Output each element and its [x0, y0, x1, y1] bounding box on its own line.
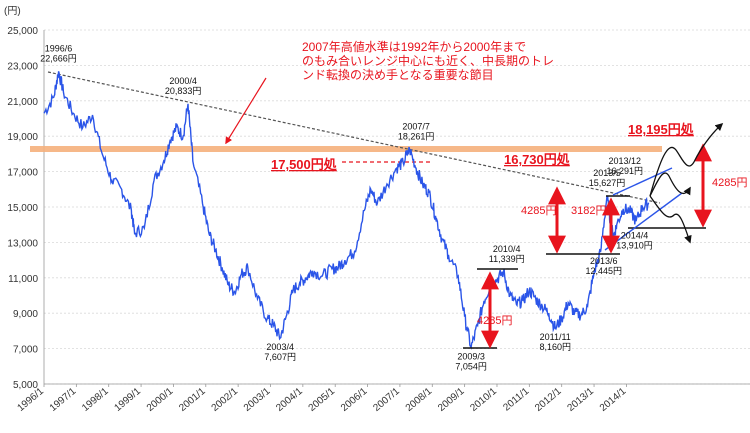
- x-tick-label: 2013/1: [565, 386, 596, 414]
- x-tick-label: 2002/1: [210, 386, 241, 414]
- annotation-label: 2013/612,445円: [585, 256, 622, 276]
- callout-arrow: [225, 77, 267, 145]
- level-label-16730: 16,730円処: [504, 152, 571, 167]
- callout-line-2: のもみ合いレンジ中心にも近く、中長期のトレ: [302, 53, 554, 68]
- channel-upper: [612, 167, 673, 196]
- annotation-date: 2011/11: [540, 332, 571, 342]
- price-series-line: [43, 71, 650, 350]
- annotation-label: 2007/718,261円: [398, 121, 435, 141]
- callout: 2007年高値水準は1992年から2000年まで のもみ合いレンジ中心にも近く、…: [225, 39, 554, 145]
- y-tick-label: 23,000: [7, 61, 38, 72]
- annotation-price: 7,054円: [455, 362, 487, 372]
- annotation-date: 2009/3: [457, 352, 485, 362]
- y-axis-unit: (円): [4, 6, 21, 17]
- annotation-price: 12,445円: [585, 266, 622, 276]
- x-tick-label: 2010/1: [468, 386, 499, 414]
- annotation-date: 2013/5: [593, 168, 621, 178]
- point-annotations: 1996/622,666円2000/420,833円2003/47,607円20…: [40, 43, 652, 371]
- annotation-date: 2013/6: [590, 256, 618, 266]
- x-tick-label: 2014/1: [598, 386, 629, 414]
- x-tick-label: 2005/1: [307, 386, 338, 414]
- range-label-4285-c: 4285円: [712, 177, 747, 189]
- callout-line-1: 2007年高値水準は1992年から2000年まで: [302, 39, 526, 54]
- x-tick-label: 2003/1: [242, 386, 273, 414]
- level-label-17500: 17,500円処: [271, 157, 338, 172]
- x-tick-label: 1997/1: [48, 386, 79, 414]
- y-tick-label: 9,000: [13, 309, 38, 320]
- x-tick-label: 2006/1: [339, 386, 370, 414]
- annotation-date: 2003/4: [266, 342, 294, 352]
- annotation-date: 2014/4: [621, 230, 649, 240]
- annotation-price: 15,627円: [589, 178, 626, 188]
- x-tick-label: 2000/1: [145, 386, 176, 414]
- annotation-label: 2010/411,339円: [489, 244, 525, 264]
- annotation-label: 2011/118,160円: [539, 332, 571, 352]
- y-tick-label: 19,000: [7, 132, 38, 143]
- annotation-label: 2014/413,910円: [616, 230, 653, 250]
- annotation-price: 8,160円: [539, 342, 571, 352]
- x-tick-labels: 1996/1 1997/1 1998/1 1999/1 2000/1 2001/1 2002…: [15, 384, 629, 414]
- annotation-label: 2003/47,607円: [264, 342, 296, 362]
- callout-line-3: ンド転換の決め手となる重要な節目: [302, 67, 494, 82]
- x-tick-label: 2008/1: [404, 386, 435, 414]
- y-tick-label: 15,000: [7, 203, 38, 214]
- scenario-path-down: [649, 195, 692, 244]
- y-tick-label: 13,000: [7, 238, 38, 249]
- x-tick-label: 2001/1: [177, 386, 208, 414]
- annotation-price: 16,291円: [607, 166, 644, 176]
- annotation-date: 2013/12: [609, 156, 642, 166]
- annotation-date: 1996/6: [45, 43, 73, 53]
- long-term-trendline: [47, 71, 661, 204]
- x-tick-label: 2004/1: [274, 386, 305, 414]
- annotation-price: 22,666円: [40, 53, 77, 63]
- level-label-18195: 18,195円処: [628, 122, 695, 137]
- annotation-label: 2013/515,627円: [589, 168, 626, 188]
- x-tick-label: 1999/1: [112, 386, 143, 414]
- x-tick-label: 2007/1: [371, 386, 402, 414]
- annotation-price: 20,833円: [165, 86, 202, 96]
- x-tick-label: 2011/1: [501, 386, 531, 414]
- y-tick-label: 7,000: [13, 345, 38, 356]
- y-tick-label: 5,000: [13, 380, 38, 391]
- annotation-date: 2000/4: [169, 76, 197, 86]
- annotation-label: 2009/37,054円: [455, 352, 487, 372]
- annotation-price: 13,910円: [616, 240, 653, 250]
- grid: [43, 29, 750, 385]
- annotation-price: 11,339円: [489, 254, 525, 264]
- y-tick-label: 11,000: [8, 274, 38, 285]
- y-tick-label: 25,000: [7, 26, 38, 37]
- annotation-price: 18,261円: [398, 131, 435, 141]
- y-tick-labels: 5,000 7,000 9,000 11,000 13,000 15,000 17,000 1…: [7, 26, 38, 391]
- annotation-label: 2000/420,833円: [165, 76, 202, 96]
- annotation-label: 1996/622,666円: [40, 43, 77, 63]
- annotation-price: 7,607円: [264, 352, 296, 362]
- range-label-4285-a: 4285円: [477, 315, 512, 327]
- x-tick-label: 1998/1: [80, 386, 111, 414]
- annotation-date: 2007/7: [402, 121, 430, 131]
- y-tick-label: 17,000: [7, 168, 38, 179]
- scenario-path-up: [649, 122, 724, 197]
- y-tick-label: 21,000: [7, 97, 38, 108]
- annotation-date: 2010/4: [493, 244, 521, 254]
- scenario-path-mid: [649, 172, 691, 197]
- x-tick-label: 2012/1: [533, 386, 564, 414]
- range-label-3182: 3182円: [571, 205, 606, 217]
- range-label-4285-b: 4285円: [521, 205, 556, 217]
- resistance-band-18000: [30, 146, 662, 152]
- x-tick-label: 2009/1: [436, 386, 467, 414]
